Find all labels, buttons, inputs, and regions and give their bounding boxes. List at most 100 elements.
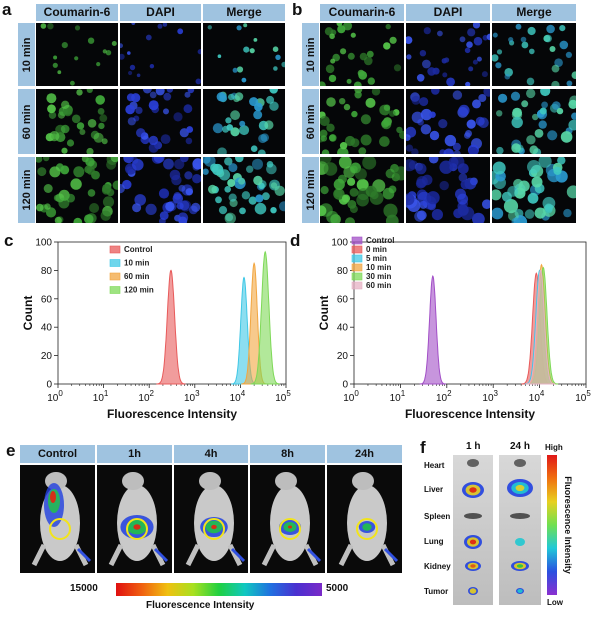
cell-dot <box>249 48 255 54</box>
cell-texture <box>203 157 285 223</box>
cell-dot <box>106 159 117 170</box>
cell-dot <box>443 148 455 154</box>
cell-dot <box>84 214 94 223</box>
cell-dot <box>464 132 471 139</box>
organ-blob <box>515 538 525 546</box>
cell-dot <box>127 51 131 55</box>
micrograph-b-merge-120min <box>492 157 576 223</box>
cell-dot <box>135 106 143 114</box>
cell-dot <box>381 119 390 128</box>
imaging-header-1h: 1h <box>97 445 172 463</box>
cell-dot <box>74 56 79 61</box>
cell-dot <box>354 91 362 99</box>
cell-dot <box>511 217 521 223</box>
cell-dot <box>458 173 468 182</box>
cell-dot <box>540 89 551 97</box>
cell-dot <box>186 126 194 133</box>
mouse-image <box>31 472 92 567</box>
cell-dot <box>212 123 223 134</box>
signal-paw <box>230 547 246 563</box>
cell-dot <box>71 114 81 124</box>
organ-label-lung: Lung <box>424 537 444 546</box>
cell-dot <box>325 64 335 74</box>
cell-dot <box>86 147 94 154</box>
cell-dot <box>360 134 372 146</box>
cell-dot <box>241 191 251 200</box>
cell-dot <box>429 111 436 118</box>
cell-dot <box>507 186 519 197</box>
cell-dot <box>492 32 498 38</box>
cell-dot <box>347 177 356 186</box>
cell-dot <box>460 179 471 190</box>
cell-dot <box>96 62 101 67</box>
cell-dot <box>47 23 54 30</box>
cell-dot <box>269 101 279 111</box>
cell-dot <box>411 111 424 124</box>
cell-dot <box>102 49 107 54</box>
cell-dot <box>36 157 43 163</box>
cell-dot <box>483 89 490 97</box>
cell-dot <box>571 112 576 120</box>
cell-dot <box>563 208 572 218</box>
cell-dot <box>228 193 237 202</box>
imaging-panel-24h <box>327 465 402 573</box>
cell-dot <box>350 165 358 174</box>
legend-label-control: Control <box>366 236 394 245</box>
cell-dot <box>70 178 82 190</box>
x-tick-label: 105 <box>575 389 591 404</box>
cell-dot <box>452 142 461 151</box>
cell-dot <box>345 217 355 223</box>
mouse-head <box>352 472 374 490</box>
cell-dot <box>541 101 548 109</box>
cell-dot <box>460 206 475 221</box>
micrograph-b-merge-10min <box>492 23 576 86</box>
cell-dot <box>125 104 135 115</box>
cell-dot <box>459 36 466 43</box>
cell-dot <box>321 149 330 154</box>
organ-col-24h: 24 h <box>510 441 531 452</box>
cell-dot <box>347 200 357 209</box>
legend-label-60-min: 60 min <box>366 281 391 290</box>
x-tick-label: 105 <box>275 389 291 404</box>
cell-dot <box>54 216 62 223</box>
cell-dot <box>544 205 553 214</box>
cell-dot <box>354 168 367 181</box>
cell-dot <box>353 81 362 86</box>
cell-dot <box>339 98 346 105</box>
cell-dot <box>382 187 395 200</box>
cell-dot <box>269 89 278 94</box>
legend-label-120-min: 120 min <box>124 286 154 295</box>
micrograph-b-merge-60min <box>492 89 576 154</box>
histogram-chart-c: 0 20 40 60 80 100 100 101 102 103 104 105 Fluorescen… <box>21 238 291 422</box>
cell-dot <box>333 188 345 200</box>
organ-blob <box>469 588 477 594</box>
cell-dot <box>524 209 535 219</box>
cell-dot <box>158 188 170 199</box>
cell-dot <box>128 70 133 76</box>
cell-dot <box>419 50 427 57</box>
cell-dot <box>495 62 502 69</box>
cell-dot <box>239 120 246 127</box>
cell-dot <box>145 203 157 215</box>
cell-dot <box>136 128 146 138</box>
signal-blob <box>288 525 292 529</box>
cell-dot <box>406 144 414 152</box>
cell-dot <box>560 131 573 143</box>
cell-dot <box>492 189 502 201</box>
plot-frame <box>353 241 587 385</box>
cell-dot <box>438 119 448 129</box>
cell-dot <box>148 100 159 111</box>
cell-dot <box>273 66 278 71</box>
cell-dot <box>192 174 201 184</box>
cell-dot <box>529 145 539 154</box>
cell-dot <box>546 24 555 34</box>
cell-dot <box>329 134 336 142</box>
cell-dot <box>343 23 353 31</box>
cell-dot <box>48 111 57 119</box>
cell-dot <box>356 193 369 207</box>
cell-dot <box>93 132 104 143</box>
tumor-circle <box>126 518 148 540</box>
legend-swatch <box>351 272 363 281</box>
cell-dot <box>323 162 338 176</box>
